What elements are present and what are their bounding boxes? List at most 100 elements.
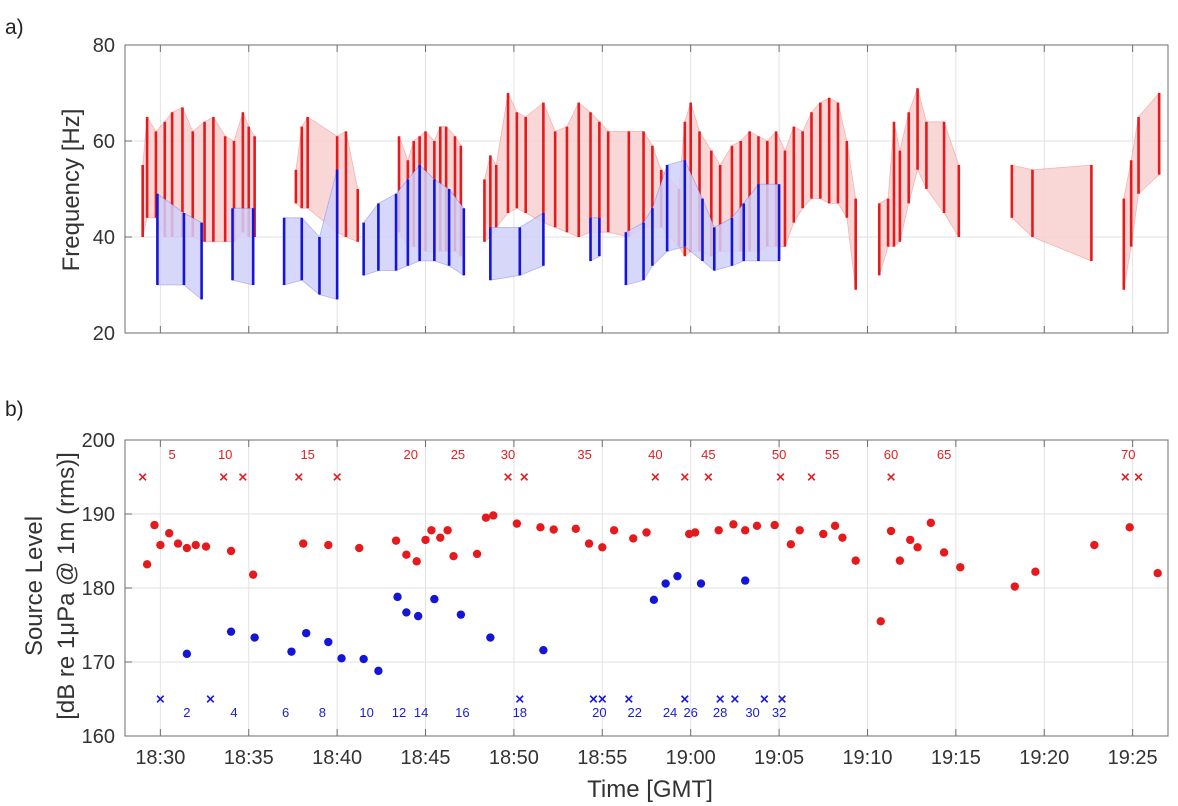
red-point xyxy=(584,539,594,548)
red-point xyxy=(714,526,723,535)
red-call-number: 15 xyxy=(300,447,314,462)
panel-a-ytick-label: 20 xyxy=(93,323,115,345)
x-tick-label: 18:30 xyxy=(135,747,185,769)
blue-call-number: 4 xyxy=(230,705,237,720)
red-point xyxy=(402,550,411,559)
blue-call-number: 20 xyxy=(592,705,606,720)
red-point xyxy=(489,511,498,520)
red-point xyxy=(412,557,421,566)
x-tick-label: 18:35 xyxy=(224,747,274,769)
x-tick-label: 19:25 xyxy=(1108,747,1158,769)
red-point xyxy=(905,535,915,545)
blue-x-marker-stroke xyxy=(778,695,786,703)
x-tick-label: 19:05 xyxy=(754,747,804,769)
blue-x-marker-stroke xyxy=(760,695,769,703)
blue-call-number: 12 xyxy=(392,705,406,720)
blue-x-marker-stroke xyxy=(716,695,725,703)
blue-point xyxy=(486,633,495,642)
red-point xyxy=(830,521,840,531)
red-point xyxy=(150,520,159,530)
red-x-marker-stroke xyxy=(704,473,713,481)
red-point xyxy=(598,543,607,552)
red-call-number: 5 xyxy=(169,447,176,462)
red-x-marker xyxy=(333,473,342,481)
red-point xyxy=(1010,582,1019,591)
red-x-marker xyxy=(294,473,303,481)
red-point xyxy=(956,563,965,572)
red-point xyxy=(391,536,401,545)
red-point xyxy=(536,523,545,532)
red-point xyxy=(512,519,522,528)
blue-point xyxy=(413,611,423,621)
red-x-marker-stroke xyxy=(138,473,147,481)
blue-x-marker xyxy=(680,695,689,703)
red-x-marker-stroke xyxy=(680,473,689,481)
red-point xyxy=(770,520,779,530)
red-x-marker-stroke xyxy=(333,473,342,481)
panel-b-ylabel-line2: [dB re 1μPa @ 1m (rms)] xyxy=(53,452,80,720)
blue-x-marker xyxy=(598,695,607,703)
red-call-number: 65 xyxy=(937,447,951,462)
blue-x-marker-stroke xyxy=(156,695,165,703)
red-call-number: 30 xyxy=(501,447,515,462)
blue-x-marker xyxy=(206,695,215,703)
blue-point xyxy=(337,654,346,663)
red-x-marker-stroke xyxy=(238,473,247,481)
x-tick-label: 18:40 xyxy=(312,747,362,769)
red-x-marker-stroke xyxy=(1121,473,1130,481)
red-x-marker xyxy=(504,473,512,481)
blue-x-marker-stroke xyxy=(731,695,739,703)
red-point xyxy=(1090,540,1099,550)
blue-point xyxy=(673,571,682,581)
blue-x-marker-stroke xyxy=(515,695,524,703)
red-point xyxy=(752,521,762,531)
blue-call-number: 18 xyxy=(513,705,527,720)
red-band xyxy=(1011,164,1092,262)
x-tick-label: 18:50 xyxy=(489,747,539,769)
red-x-marker xyxy=(520,473,529,481)
red-call-number: 70 xyxy=(1121,447,1135,462)
blue-call-number: 26 xyxy=(683,705,697,720)
red-point xyxy=(421,535,430,545)
x-tick-label: 19:10 xyxy=(842,747,892,769)
blue-x-marker xyxy=(156,695,165,703)
red-point xyxy=(876,617,885,626)
red-point xyxy=(926,518,936,528)
blue-x-marker xyxy=(760,695,769,703)
panel-a-frame xyxy=(124,44,1169,334)
panel-b: 160 170 180 190 200 18:30 18:35 18:40 18:45 18:50… xyxy=(82,430,1169,769)
red-point xyxy=(851,556,860,565)
red-point xyxy=(1031,567,1040,576)
red-point xyxy=(690,528,700,537)
blue-point xyxy=(226,627,236,636)
red-band xyxy=(1123,91,1160,290)
x-tick-label: 19:15 xyxy=(931,747,981,769)
red-call-number: 45 xyxy=(701,447,715,462)
red-point xyxy=(248,570,258,579)
red-point xyxy=(173,539,183,548)
blue-call-number: 10 xyxy=(359,705,373,720)
red-x-marker-stroke xyxy=(1134,473,1143,481)
red-point xyxy=(609,526,619,535)
blue-x-marker-stroke xyxy=(624,695,633,703)
blue-call-number: 2 xyxy=(183,705,190,720)
red-call-number: 55 xyxy=(825,447,839,462)
red-x-marker xyxy=(238,473,247,481)
blue-point xyxy=(182,649,192,659)
red-band xyxy=(878,86,960,276)
red-x-marker xyxy=(807,473,816,481)
red-point xyxy=(191,540,200,550)
blue-x-marker xyxy=(589,695,598,703)
red-point xyxy=(427,526,436,535)
red-point xyxy=(838,533,847,542)
blue-call-number: 16 xyxy=(455,705,469,720)
red-x-marker xyxy=(651,473,660,481)
red-x-marker-stroke xyxy=(520,473,529,481)
red-point xyxy=(913,543,922,552)
blue-point xyxy=(250,633,259,642)
blue-x-marker-stroke xyxy=(680,695,689,703)
red-call-number: 25 xyxy=(451,447,465,462)
red-point xyxy=(156,540,165,550)
panel-a-ytick-label: 80 xyxy=(93,35,115,57)
panel-a-ylabel: Frequency [Hz] xyxy=(58,109,85,272)
